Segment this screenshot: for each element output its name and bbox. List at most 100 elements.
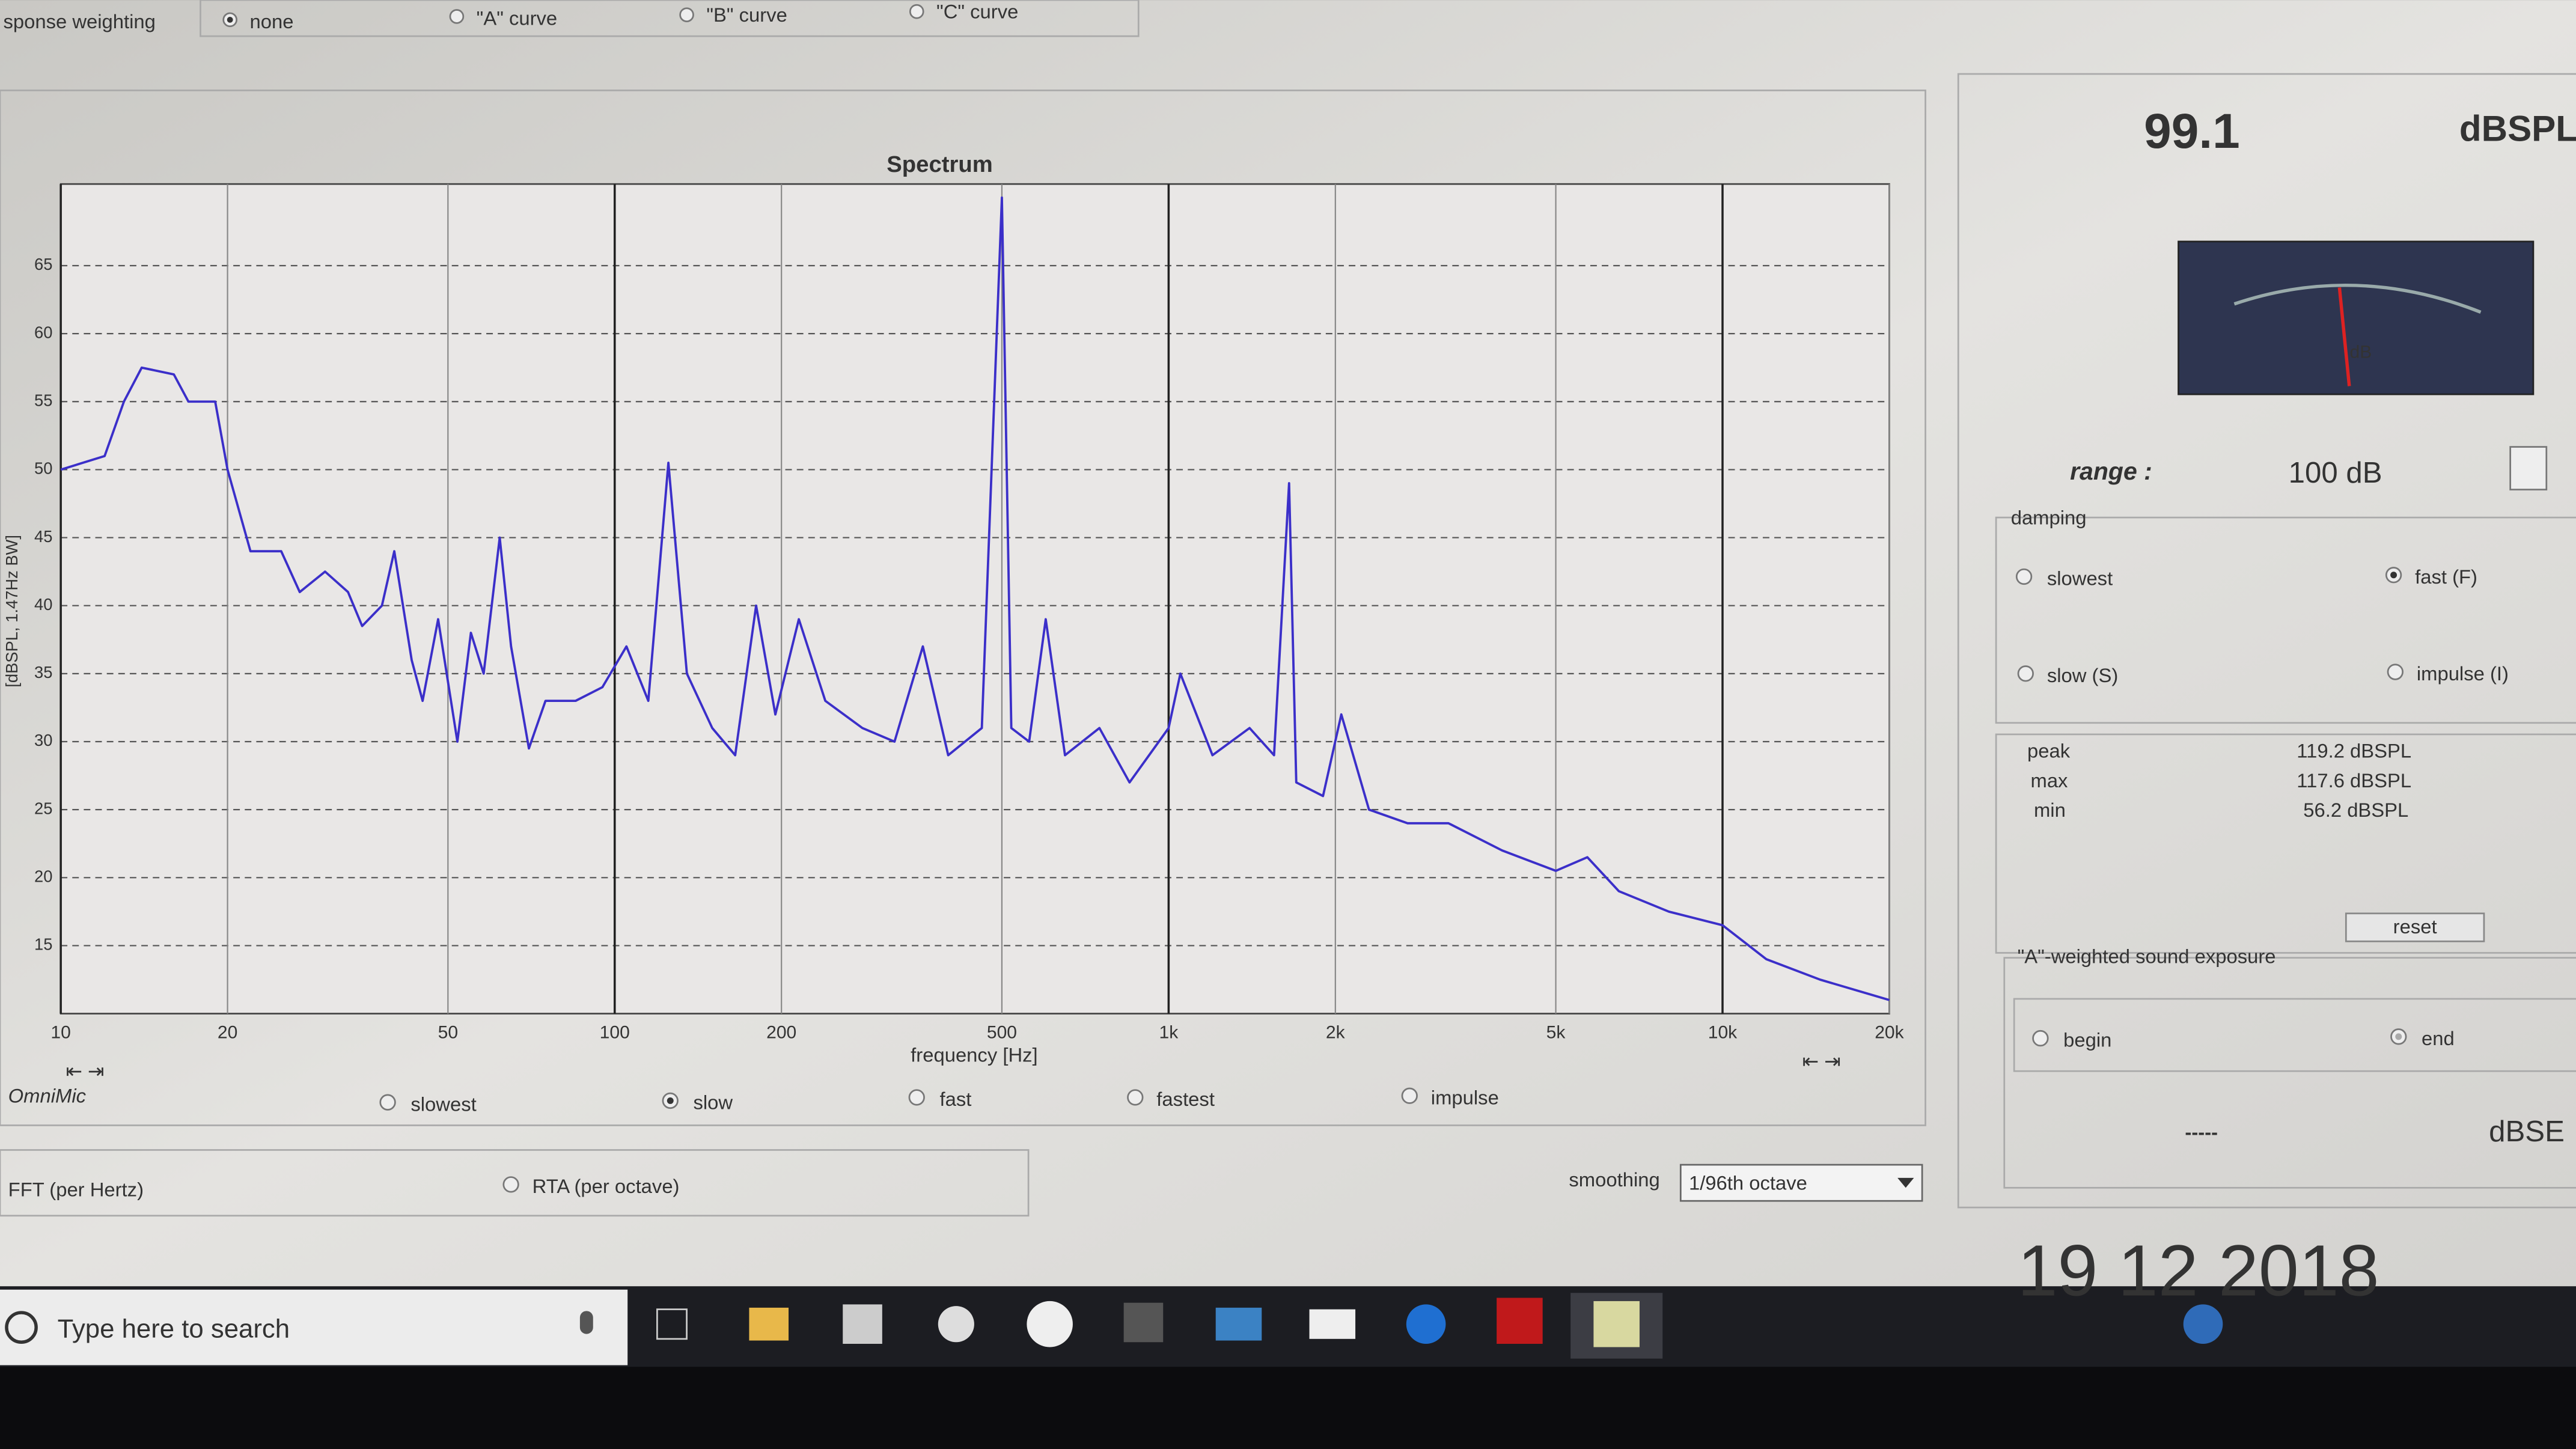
stat-value: 117.6 dBSPL (2297, 769, 2411, 792)
radio[interactable] (502, 1176, 519, 1193)
weighting-option[interactable]: "A" curve (477, 7, 557, 29)
app-icon[interactable] (1309, 1309, 1356, 1339)
stat-label: max (2031, 769, 2069, 792)
x-tick-label: 20k (1875, 1022, 1904, 1042)
averaging-option[interactable]: fastest (1156, 1088, 1215, 1110)
plot-area (60, 183, 1890, 1014)
averaging-option[interactable]: fast (940, 1088, 972, 1110)
x-axis-label: frequency [Hz] (911, 1043, 1037, 1066)
mode-option[interactable]: FFT (per Hertz) (8, 1178, 144, 1200)
weighting-box (200, 0, 1140, 37)
stat-value: 56.2 dBSPL (2303, 799, 2408, 821)
search-placeholder[interactable]: Type here to search (58, 1314, 290, 1344)
smoothing-value[interactable]: 1/96th octave (1689, 1172, 1807, 1194)
app-icon[interactable] (1215, 1307, 1262, 1341)
app-icon[interactable] (1027, 1301, 1073, 1347)
spectrum-panel (0, 90, 1926, 1126)
y-tick-label: 65 (34, 255, 52, 273)
y-tick-label: 20 (34, 867, 52, 886)
nav-arrows[interactable]: ⇤ ⇥ (1802, 1050, 1841, 1072)
app-icon[interactable] (1497, 1298, 1543, 1344)
exposure-box (2003, 957, 2576, 1189)
x-tick-label: 500 (987, 1022, 1017, 1042)
app-icon[interactable] (749, 1307, 789, 1341)
search-icon (5, 1311, 38, 1344)
exposure-value: ----- (2185, 1121, 2218, 1143)
exposure-option[interactable]: end (2422, 1027, 2455, 1049)
x-tick-label: 100 (600, 1022, 630, 1042)
y-tick-label: 40 (34, 595, 52, 614)
y-tick-label: 30 (34, 731, 52, 749)
x-tick-label: 2k (1326, 1022, 1346, 1042)
nav-arrows[interactable]: ⇤ ⇥ (66, 1060, 104, 1082)
y-tick-label: 35 (34, 663, 52, 682)
app-icon[interactable] (1406, 1304, 1446, 1344)
radio-dot (227, 16, 233, 23)
dropdown-arrow (1897, 1177, 1914, 1188)
plot: 15 20 25 30 35 40 45 50 55 60 65 10 20 50 100 200 500 1k 2… (34, 184, 1905, 1042)
x-tick-label: 5k (1546, 1022, 1566, 1042)
tray-icon[interactable] (2183, 1304, 2223, 1344)
exposure-label: "A"-weighted sound exposure (2018, 945, 2276, 967)
app-icon[interactable] (1123, 1302, 1164, 1343)
search-box[interactable] (0, 1289, 628, 1365)
radio[interactable] (379, 1094, 396, 1111)
app-icon[interactable] (938, 1306, 974, 1343)
range-spinner[interactable] (2509, 446, 2548, 490)
radio[interactable] (1127, 1089, 1144, 1106)
exposure-options-box (2013, 998, 2576, 1072)
timestamp: 19 12 2018 (2018, 1231, 2379, 1311)
range-label: range : (2070, 457, 2152, 485)
averaging-option[interactable]: slowest (411, 1093, 476, 1115)
meter-panel (1957, 73, 2576, 1209)
radio[interactable] (1401, 1087, 1418, 1104)
y-tick-label: 45 (34, 527, 52, 546)
y-tick-label: 60 (34, 323, 52, 341)
meter-unit: dBSPL (2459, 109, 2576, 149)
mode-box (0, 1149, 1030, 1217)
stat-value: 119.2 dBSPL (2297, 740, 2411, 762)
weighting-option[interactable]: "C" curve (936, 1, 1018, 23)
y-tick-label: 25 (34, 799, 52, 817)
mode-option[interactable]: RTA (per octave) (533, 1175, 680, 1197)
radio[interactable] (2032, 1030, 2049, 1047)
x-tick-label: 50 (438, 1022, 458, 1042)
app-icon (1593, 1301, 1640, 1347)
damping-option[interactable]: impulse (I) (2417, 662, 2509, 685)
radio[interactable] (2015, 568, 2033, 585)
app-icon[interactable] (843, 1304, 882, 1344)
y-tick-label: 50 (34, 459, 52, 478)
averaging-option[interactable]: impulse (1431, 1086, 1499, 1108)
stat-label: min (2034, 799, 2066, 821)
radio[interactable] (679, 7, 694, 22)
smoothing-dropdown[interactable] (1679, 1164, 1923, 1202)
damping-option[interactable]: slowest (2047, 567, 2113, 590)
radio[interactable] (908, 1089, 925, 1106)
radio[interactable] (909, 4, 924, 19)
radio[interactable] (2387, 663, 2404, 680)
radio[interactable] (449, 9, 465, 24)
damping-label: damping (2011, 506, 2087, 528)
meter-value: 99.1 (2144, 104, 2240, 159)
x-tick-label: 20 (218, 1022, 237, 1042)
damping-option[interactable]: slow (S) (2047, 664, 2118, 686)
weighting-option[interactable]: "B" curve (706, 4, 787, 26)
weighting-option[interactable]: none (249, 10, 293, 32)
exposure-unit: dBSE (2489, 1115, 2565, 1148)
radio-dot (2390, 572, 2397, 579)
radio-dot (667, 1097, 674, 1104)
mic-icon[interactable] (579, 1311, 593, 1334)
reset-button[interactable] (2345, 912, 2485, 942)
radio[interactable] (2017, 665, 2034, 682)
damping-option[interactable]: fast (F) (2415, 566, 2477, 588)
vu-needle (2337, 287, 2351, 386)
task-view[interactable] (656, 1308, 688, 1340)
averaging-option[interactable]: slow (694, 1091, 733, 1114)
reset-label[interactable]: reset (2393, 915, 2437, 938)
exposure-option[interactable]: begin (2063, 1029, 2111, 1051)
damping-box (1995, 516, 2576, 724)
y-tick-label: 55 (34, 391, 52, 409)
device-name[interactable]: OmniMic (8, 1085, 87, 1107)
radio-dot (2395, 1033, 2402, 1040)
